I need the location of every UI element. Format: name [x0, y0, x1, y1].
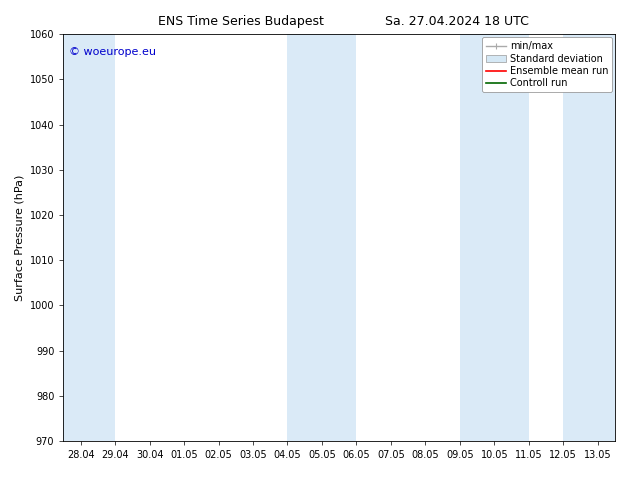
Bar: [63, 34, 115, 441]
Text: ENS Time Series Budapest: ENS Time Series Budapest: [158, 15, 324, 28]
Text: Sa. 27.04.2024 18 UTC: Sa. 27.04.2024 18 UTC: [385, 15, 528, 28]
Bar: [563, 34, 615, 441]
Bar: [460, 34, 529, 441]
Y-axis label: Surface Pressure (hPa): Surface Pressure (hPa): [14, 174, 24, 301]
Legend: min/max, Standard deviation, Ensemble mean run, Controll run: min/max, Standard deviation, Ensemble me…: [482, 37, 612, 92]
Bar: [287, 34, 356, 441]
Text: © woeurope.eu: © woeurope.eu: [69, 47, 156, 56]
